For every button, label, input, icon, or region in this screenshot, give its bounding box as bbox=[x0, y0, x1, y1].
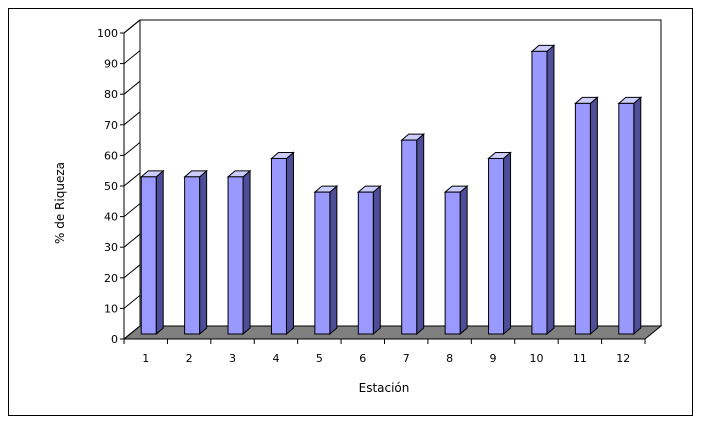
bar bbox=[400, 133, 426, 336]
y-tick-label: 70 bbox=[104, 119, 118, 132]
chart-axes bbox=[120, 19, 646, 344]
bar-side bbox=[372, 185, 381, 336]
y-tick-depth bbox=[123, 295, 141, 309]
x-tick-label: 8 bbox=[446, 352, 453, 365]
bar-side bbox=[589, 96, 598, 336]
x-tick-label: 11 bbox=[573, 352, 587, 365]
bar-front bbox=[314, 191, 331, 335]
y-tick-label: 100 bbox=[97, 27, 118, 40]
y-tick-depth bbox=[123, 203, 141, 217]
chart-bars bbox=[139, 44, 643, 336]
bar bbox=[313, 185, 339, 336]
bar bbox=[270, 151, 295, 336]
bar-side bbox=[155, 169, 164, 336]
bar bbox=[356, 185, 382, 336]
y-tick-label: 60 bbox=[104, 149, 118, 162]
bar-side bbox=[459, 185, 468, 336]
bar-side bbox=[546, 44, 555, 336]
bar-front bbox=[618, 102, 635, 335]
y-axis-title: % de Riqueza bbox=[53, 162, 67, 244]
bar-front bbox=[574, 102, 591, 335]
bar-side bbox=[199, 169, 208, 336]
bar bbox=[443, 185, 469, 336]
bar bbox=[183, 169, 208, 336]
y-tick-label: 0 bbox=[111, 333, 118, 346]
y-tick-depth bbox=[123, 264, 141, 279]
y-tick-label: 30 bbox=[104, 241, 118, 254]
bar-side bbox=[416, 133, 425, 336]
y-tick-depth bbox=[123, 111, 141, 126]
x-tick-label: 2 bbox=[186, 352, 193, 365]
y-tick-label: 50 bbox=[104, 180, 118, 193]
bar-front bbox=[140, 176, 157, 335]
bar-side bbox=[285, 151, 294, 336]
x-tick-label: 7 bbox=[403, 352, 410, 365]
y-tick-depth bbox=[123, 233, 141, 248]
x-tick-label: 12 bbox=[616, 352, 630, 365]
y-tick-label: 10 bbox=[104, 302, 118, 315]
bar bbox=[530, 44, 556, 336]
y-tick-depth bbox=[123, 172, 141, 187]
y-tick-depth bbox=[123, 80, 141, 95]
bar-front bbox=[357, 191, 374, 335]
y-tick-label: 80 bbox=[104, 88, 118, 101]
x-tick-label: 5 bbox=[316, 352, 323, 365]
bar-front bbox=[270, 157, 287, 335]
bar bbox=[487, 151, 512, 336]
bar bbox=[226, 169, 252, 336]
bar-front bbox=[444, 191, 461, 335]
y-tick-label: 90 bbox=[104, 58, 118, 71]
bar bbox=[617, 96, 643, 336]
bar bbox=[574, 96, 599, 336]
bar-front bbox=[227, 176, 244, 335]
bar-side bbox=[633, 96, 642, 336]
x-tick-label: 1 bbox=[142, 352, 149, 365]
y-tick-depth bbox=[123, 325, 141, 340]
y-tick-depth bbox=[123, 50, 141, 64]
bar-side bbox=[503, 151, 512, 336]
bar-side bbox=[329, 185, 338, 336]
bar-front bbox=[488, 157, 505, 335]
x-tick-label: 4 bbox=[272, 352, 279, 365]
bar bbox=[139, 169, 165, 336]
x-axis-title: Estación bbox=[359, 381, 410, 395]
y-tick-label: 20 bbox=[104, 272, 118, 285]
bar-side bbox=[242, 169, 251, 336]
y-tick-label: 40 bbox=[104, 211, 118, 224]
bar-front bbox=[184, 176, 201, 335]
x-tick-label: 6 bbox=[359, 352, 366, 365]
x-tick-label: 3 bbox=[229, 352, 236, 365]
x-tick-label: 9 bbox=[490, 352, 497, 365]
bar-front bbox=[401, 139, 418, 335]
y-tick-depth bbox=[123, 19, 141, 34]
y-tick-depth bbox=[123, 142, 141, 156]
x-tick-label: 10 bbox=[529, 352, 543, 365]
bar-front bbox=[531, 50, 548, 335]
